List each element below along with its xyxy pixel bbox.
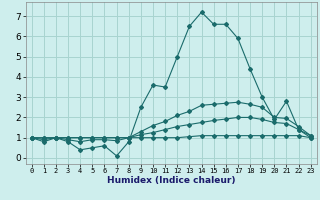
X-axis label: Humidex (Indice chaleur): Humidex (Indice chaleur) [107, 176, 236, 185]
